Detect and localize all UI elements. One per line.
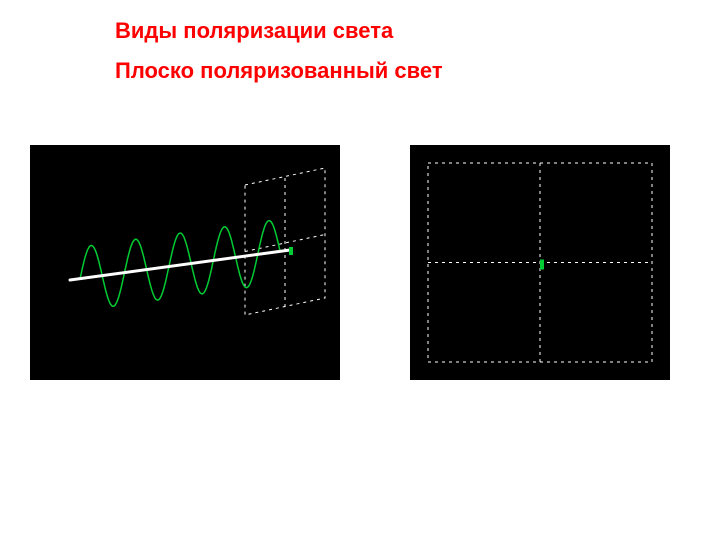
main-title: Виды поляризации света bbox=[115, 18, 393, 44]
cross-section-svg bbox=[410, 145, 670, 380]
wave-3d-panel bbox=[30, 145, 340, 380]
cross-section-panel bbox=[410, 145, 670, 380]
subtitle: Плоско поляризованный свет bbox=[115, 58, 443, 84]
wave-3d-svg bbox=[30, 145, 340, 380]
